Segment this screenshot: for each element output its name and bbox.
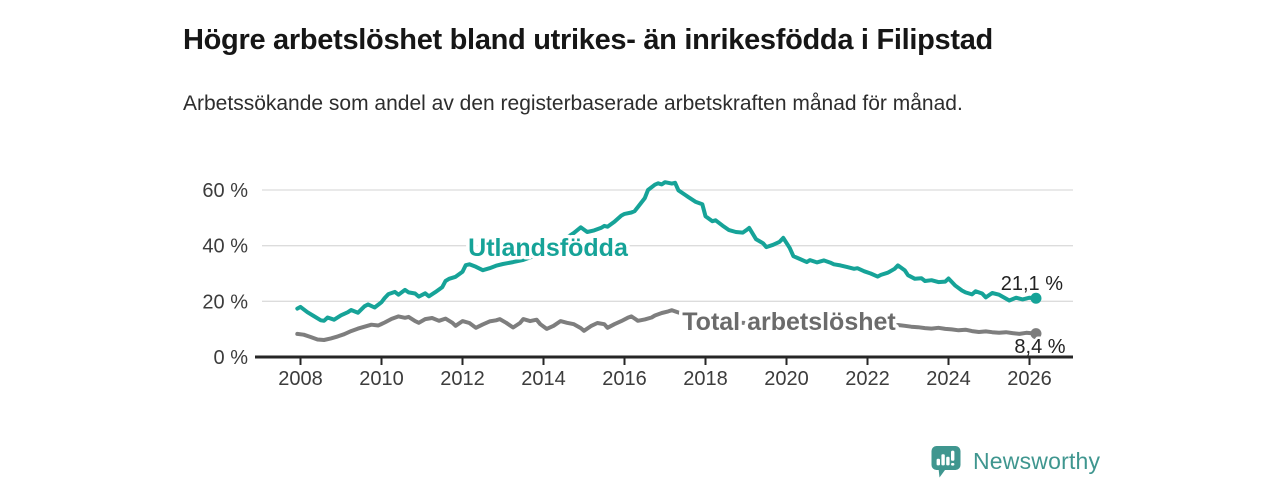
x-tick-label: 2026 [1007, 368, 1052, 390]
series-label-total: Total arbetslöshet [682, 308, 896, 336]
y-tick-label: 60 % [202, 180, 248, 202]
x-tick-label: 2014 [521, 368, 566, 390]
newsworthy-logo: Newsworthy [929, 444, 1100, 478]
end-value-label-total: 8,4 % [1014, 336, 1065, 358]
page-title: Högre arbetslöshet bland utrikes- än inr… [183, 24, 993, 57]
series-label-utlandsfodda: Utlandsfödda [468, 234, 629, 262]
x-tick-label: 2024 [926, 368, 971, 390]
end-value-label-utlandsfodda: 21,1 % [1001, 273, 1063, 295]
series-end-dot-utlandsfodda [1030, 292, 1042, 304]
x-tick-label: 2008 [278, 368, 323, 390]
x-tick-label: 2018 [683, 368, 728, 390]
y-tick-label: 40 % [202, 236, 248, 258]
series-end-dot-total [1030, 328, 1042, 340]
series-line-utlandsfodda [295, 180, 1038, 323]
x-tick-label: 2012 [440, 368, 485, 390]
series-line-total [295, 308, 1038, 342]
chart-subtitle: Arbetssökande som andel av den registerb… [183, 92, 963, 115]
bar-chart-badge-icon [931, 446, 961, 478]
x-tick-label: 2016 [602, 368, 647, 390]
y-tick-label: 20 % [202, 291, 248, 313]
y-tick-label: 0 % [214, 347, 249, 369]
newsworthy-wordmark: Newsworthy [973, 447, 1101, 474]
x-tick-label: 2010 [359, 368, 404, 390]
x-tick-label: 2022 [845, 368, 890, 390]
x-tick-label: 2020 [764, 368, 809, 390]
